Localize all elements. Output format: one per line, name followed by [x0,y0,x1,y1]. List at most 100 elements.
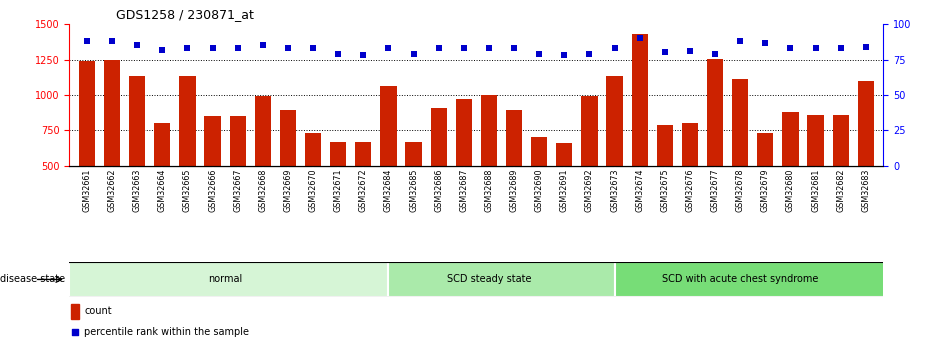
Bar [581,96,598,236]
Text: GSM32666: GSM32666 [208,168,217,212]
Point [80,38,94,44]
Bar [481,95,497,236]
Text: normal: normal [208,275,242,284]
Text: GSM32667: GSM32667 [233,168,242,212]
Text: GSM32676: GSM32676 [685,168,695,212]
Bar [783,112,798,236]
Point [783,46,798,51]
Text: GSM32671: GSM32671 [334,168,342,212]
Bar [388,262,614,297]
Text: GSM32663: GSM32663 [132,168,142,212]
Point [758,40,772,45]
Point [456,46,471,51]
Text: GDS1258 / 230871_at: GDS1258 / 230871_at [116,8,253,21]
Text: GSM32692: GSM32692 [585,168,594,212]
Text: GSM32669: GSM32669 [283,168,292,212]
Bar [732,79,748,236]
Point [381,46,396,51]
Text: GSM32688: GSM32688 [485,168,493,212]
Point [356,52,371,58]
Point [255,43,270,48]
Point [858,44,873,50]
Bar [254,96,271,236]
Bar [707,59,723,236]
Text: GSM32687: GSM32687 [460,168,468,212]
Text: GSM32689: GSM32689 [510,168,519,212]
Point [154,47,169,52]
Bar [279,110,296,236]
Point [482,46,497,51]
Point [633,36,648,41]
Text: GSM32680: GSM32680 [786,168,795,212]
Bar [380,86,397,236]
Bar [682,123,698,236]
Text: GSM32678: GSM32678 [735,168,745,212]
Point [683,48,697,54]
Text: GSM32670: GSM32670 [309,168,317,212]
Bar [632,34,648,236]
Bar [531,137,548,236]
Bar [456,99,472,236]
Text: GSM32665: GSM32665 [183,168,192,212]
Bar [179,77,195,236]
Text: GSM32679: GSM32679 [760,168,770,212]
Text: GSM32674: GSM32674 [635,168,644,212]
Bar [832,115,849,236]
Text: SCD steady state: SCD steady state [447,275,531,284]
Text: GSM32686: GSM32686 [434,168,443,212]
Text: SCD with acute chest syndrome: SCD with acute chest syndrome [662,275,819,284]
Text: GSM32661: GSM32661 [82,168,92,212]
Bar [506,110,523,236]
Point [230,46,245,51]
Point [406,51,421,57]
Text: GSM32675: GSM32675 [660,168,670,212]
Text: GSM32691: GSM32691 [560,168,569,212]
Bar [229,116,246,236]
Text: GSM32664: GSM32664 [158,168,166,212]
Point [331,51,346,57]
Point [305,46,320,51]
Text: GSM32685: GSM32685 [409,168,418,212]
Text: GSM32677: GSM32677 [710,168,720,212]
Bar [607,77,623,236]
Point [607,46,622,51]
Bar [69,262,388,297]
Point [708,51,722,57]
Point [658,50,672,55]
Bar [758,133,773,236]
Bar [154,123,170,236]
Point [180,46,195,51]
Bar [857,81,874,236]
Text: percentile rank within the sample: percentile rank within the sample [84,327,249,337]
Bar [405,142,422,236]
Point [130,43,144,48]
Point [431,46,446,51]
Text: GSM32668: GSM32668 [258,168,267,212]
Text: count: count [84,306,112,316]
Bar [430,108,447,236]
Text: GSM32673: GSM32673 [610,168,619,212]
Text: GSM32672: GSM32672 [359,168,368,212]
Text: GSM32684: GSM32684 [384,168,393,212]
Text: GSM32682: GSM32682 [836,168,845,212]
Bar [79,61,95,236]
Bar [204,116,221,236]
Point [205,46,220,51]
Bar [330,142,346,236]
Text: GSM32681: GSM32681 [811,168,820,212]
Bar [556,143,573,236]
Point [105,38,119,44]
Bar [104,59,120,236]
Bar [657,125,673,236]
Point [507,46,522,51]
Bar [130,77,145,236]
Bar [71,304,80,319]
Bar [614,262,891,297]
Text: GSM32662: GSM32662 [107,168,117,212]
Point [280,46,295,51]
Point [582,51,597,57]
Bar [808,115,823,236]
Text: GSM32690: GSM32690 [535,168,544,212]
Point [833,46,848,51]
Bar [355,142,372,236]
